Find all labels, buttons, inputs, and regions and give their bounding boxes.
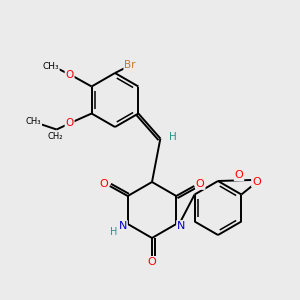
Text: H: H (110, 227, 117, 237)
Text: O: O (65, 118, 74, 128)
Text: H: H (169, 131, 176, 142)
Text: Br: Br (124, 60, 136, 70)
Text: CH₃: CH₃ (26, 117, 41, 126)
Text: O: O (196, 179, 205, 189)
Text: CH₃: CH₃ (42, 62, 59, 71)
Text: O: O (65, 70, 74, 80)
Text: O: O (99, 179, 108, 189)
Text: O: O (235, 170, 243, 180)
Text: N: N (118, 221, 127, 231)
Text: O: O (148, 257, 156, 267)
Text: O: O (252, 177, 261, 187)
Text: N: N (177, 221, 185, 231)
Text: CH₂: CH₂ (48, 132, 63, 141)
